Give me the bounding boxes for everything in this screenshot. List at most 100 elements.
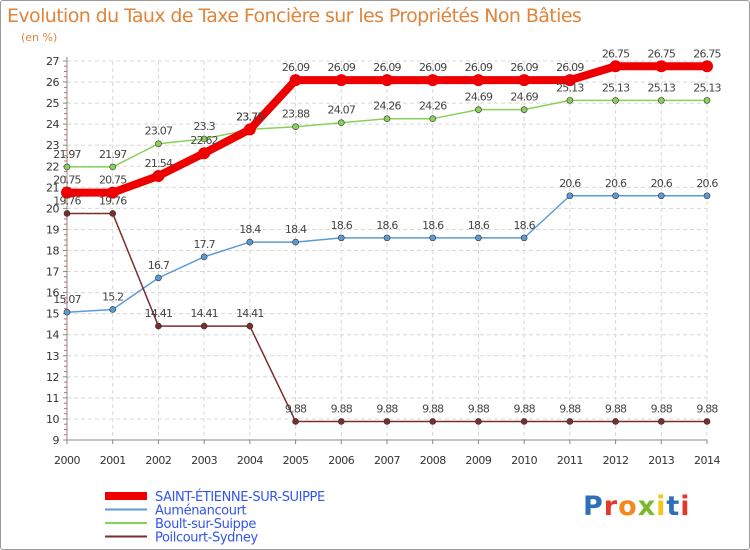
data-point [612,418,619,425]
data-point [292,418,299,425]
chart-title: Evolution du Taux de Taxe Foncière sur l… [7,5,582,27]
data-point [703,418,711,425]
data-point [518,74,531,87]
data-label: 21.54 [145,157,173,170]
data-label: 24.69 [465,91,493,104]
data-point [703,192,711,200]
data-point [335,74,348,87]
data-label: 23.88 [282,108,310,121]
data-point [243,123,256,136]
data-point [383,234,391,242]
y-tick-label: 10 [46,413,59,426]
data-label: 23.75 [236,110,264,123]
logo-letter: i [656,491,667,522]
y-tick-label: 22 [46,160,59,173]
data-label: 23.3 [193,120,215,133]
x-tick-label: 2005 [283,454,309,467]
data-label: 26.09 [419,61,447,74]
data-label: 19.76 [99,194,127,207]
data-point [246,238,254,246]
x-tick-label: 2003 [191,454,217,467]
data-point [520,106,528,113]
data-label: 17.7 [193,238,215,251]
data-label: 20.75 [99,174,127,187]
data-point [61,186,73,199]
series-group [61,60,713,425]
data-label: 18.6 [376,219,398,232]
data-point [109,306,117,313]
x-tick-label: 2004 [237,454,263,467]
x-tick-label: 2006 [328,454,354,467]
data-point [472,74,485,87]
data-label: 22.62 [190,134,218,147]
legend-label: Auménancourt [155,504,247,519]
x-tick-label: 2000 [54,454,80,467]
data-point [612,97,619,104]
data-label: 21.97 [99,148,127,161]
data-label: 18.6 [422,219,444,232]
y-tick-label: 23 [46,139,59,152]
legend-label: SAINT-ÉTIENNE-SUR-SUIPPE [155,489,325,505]
data-point [520,234,528,242]
logo-letter: i [680,491,691,522]
data-point [566,418,574,425]
data-label: 20.6 [696,177,718,190]
y-tick-label: 21 [46,181,59,194]
data-label: 20.6 [559,177,581,190]
x-tick-label: 2007 [374,454,400,467]
data-label: 9.88 [285,402,307,415]
data-label: 9.88 [651,402,673,415]
legend-label: Poilcourt-Sydney [155,531,258,546]
grid-lines [66,60,708,441]
x-tick-label: 2009 [465,454,491,467]
data-label: 19.76 [53,194,81,207]
data-point [200,135,208,143]
data-point [657,97,665,104]
data-point [63,308,71,316]
data-label: 9.88 [605,402,627,415]
data-labels: 20.75 20.75 21.54 22.62 23.75 26.09 26.09 26.09… [53,47,722,415]
data-label: 18.6 [468,219,490,232]
y-tick-label: 18 [46,245,59,258]
y-tick-label: 16 [46,287,59,300]
data-label: 14.41 [145,307,173,320]
data-point [106,186,119,199]
data-point [520,418,528,425]
data-label: 9.88 [422,402,444,415]
data-point [657,418,665,425]
data-point [289,74,302,87]
y-tick-label: 14 [46,329,59,342]
data-point [63,163,71,171]
y-tick-label: 13 [46,350,59,363]
data-point [152,169,165,182]
y-tick-label: 26 [46,76,59,89]
data-point [475,234,482,242]
data-label: 9.88 [696,402,718,415]
logo-letter: r [603,491,619,522]
data-label: 14.41 [236,307,264,320]
data-point [109,163,117,171]
y-tick-label: 9 [53,434,60,447]
logo-letter: P [583,491,604,522]
y-tick-label: 25 [46,97,59,110]
data-label: 25.13 [693,81,721,94]
data-point [337,234,345,242]
logo-letter: x [637,491,657,522]
data-point [292,238,299,246]
logo-letter: t [666,491,681,522]
x-tick-label: 2014 [694,454,720,467]
data-point [475,418,482,425]
data-label: 26.75 [602,47,630,60]
data-point [198,147,211,160]
data-point [701,60,713,73]
axes: 9 10 11 12 13 14 15 16 17 18 19 20 21 22 23 24 25 26 27 200… [46,55,721,467]
data-label: 15.07 [53,293,81,306]
y-tick-label: 12 [46,371,59,384]
data-label: 25.13 [602,81,630,94]
data-point [337,119,345,126]
data-point [200,253,208,261]
x-tick-label: 2012 [603,454,629,467]
data-label: 25.13 [556,81,584,94]
